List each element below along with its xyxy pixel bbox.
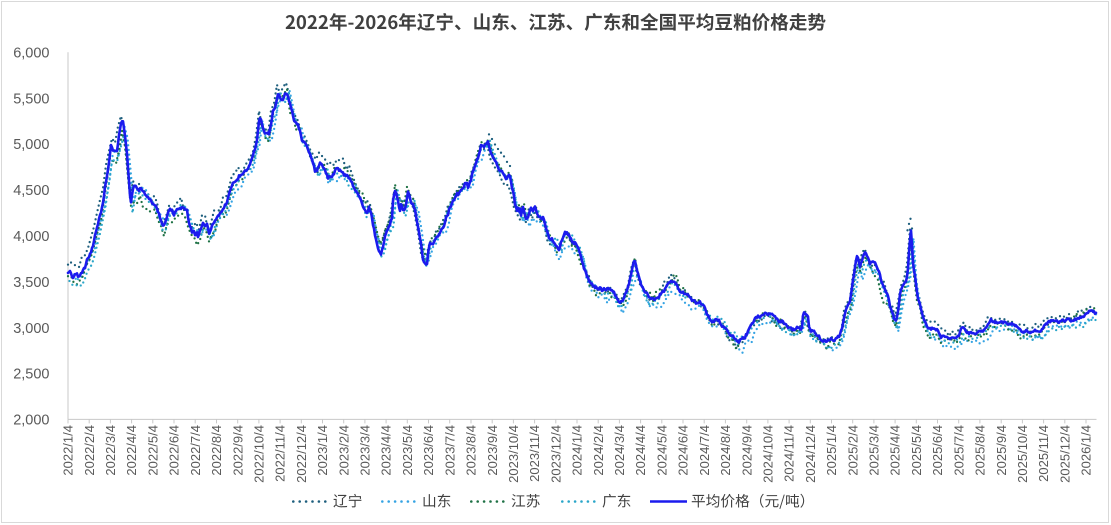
svg-text:2024/7/4: 2024/7/4 bbox=[697, 425, 712, 476]
svg-text:3,500: 3,500 bbox=[13, 275, 49, 291]
svg-text:2023/12/4: 2023/12/4 bbox=[548, 425, 563, 483]
svg-text:2022/4/4: 2022/4/4 bbox=[124, 425, 139, 476]
svg-text:2023/3/4: 2023/3/4 bbox=[358, 425, 373, 476]
svg-text:2024/9/4: 2024/9/4 bbox=[739, 425, 754, 476]
svg-text:3,000: 3,000 bbox=[13, 321, 49, 337]
svg-text:2023/2/4: 2023/2/4 bbox=[336, 425, 351, 476]
svg-text:2025/7/4: 2025/7/4 bbox=[951, 425, 966, 476]
svg-text:2024/11/4: 2024/11/4 bbox=[782, 425, 797, 482]
svg-text:2026/1/4: 2026/1/4 bbox=[1079, 425, 1094, 476]
svg-text:2024/1/4: 2024/1/4 bbox=[570, 425, 585, 476]
svg-text:2024/5/4: 2024/5/4 bbox=[654, 425, 669, 476]
svg-text:2022/1/4: 2022/1/4 bbox=[61, 425, 76, 476]
svg-text:4,000: 4,000 bbox=[13, 229, 49, 245]
svg-text:2025/8/4: 2025/8/4 bbox=[973, 425, 988, 476]
svg-text:2024/8/4: 2024/8/4 bbox=[718, 425, 733, 476]
svg-text:4,500: 4,500 bbox=[13, 183, 49, 199]
svg-text:2025/10/4: 2025/10/4 bbox=[1015, 425, 1030, 483]
svg-text:2,500: 2,500 bbox=[13, 367, 49, 383]
svg-text:2023/10/4: 2023/10/4 bbox=[506, 425, 521, 483]
svg-text:2022/5/4: 2022/5/4 bbox=[145, 425, 160, 476]
svg-text:2025/9/4: 2025/9/4 bbox=[994, 425, 1009, 476]
svg-text:2025/1/4: 2025/1/4 bbox=[824, 425, 839, 476]
svg-text:2024/3/4: 2024/3/4 bbox=[612, 425, 627, 476]
svg-text:2022/9/4: 2022/9/4 bbox=[230, 425, 245, 476]
svg-text:2025/3/4: 2025/3/4 bbox=[867, 425, 882, 476]
svg-text:2024/6/4: 2024/6/4 bbox=[676, 425, 691, 476]
svg-text:2023/4/4: 2023/4/4 bbox=[379, 425, 394, 476]
svg-text:2022/10/4: 2022/10/4 bbox=[251, 425, 266, 483]
svg-text:2022/7/4: 2022/7/4 bbox=[188, 425, 203, 476]
svg-text:2025/5/4: 2025/5/4 bbox=[909, 425, 924, 476]
svg-text:6,000: 6,000 bbox=[13, 45, 49, 61]
svg-text:2025/2/4: 2025/2/4 bbox=[845, 425, 860, 476]
svg-text:2023/5/4: 2023/5/4 bbox=[400, 425, 415, 476]
svg-text:2,000: 2,000 bbox=[13, 413, 49, 429]
svg-text:2023/8/4: 2023/8/4 bbox=[464, 425, 479, 476]
svg-text:2023/1/4: 2023/1/4 bbox=[315, 425, 330, 476]
svg-text:2022/12/4: 2022/12/4 bbox=[294, 425, 309, 483]
svg-text:5,500: 5,500 bbox=[13, 91, 49, 107]
svg-text:2025/4/4: 2025/4/4 bbox=[888, 425, 903, 476]
svg-text:2025/6/4: 2025/6/4 bbox=[930, 425, 945, 476]
svg-text:2022/11/4: 2022/11/4 bbox=[273, 425, 288, 482]
svg-text:2023/11/4: 2023/11/4 bbox=[527, 425, 542, 482]
svg-text:5,000: 5,000 bbox=[13, 137, 49, 153]
svg-text:2022/3/4: 2022/3/4 bbox=[103, 425, 118, 476]
svg-text:2023/7/4: 2023/7/4 bbox=[442, 425, 457, 476]
svg-text:2025/11/4: 2025/11/4 bbox=[1036, 425, 1051, 482]
svg-text:2022/2/4: 2022/2/4 bbox=[82, 425, 97, 476]
svg-text:2022/8/4: 2022/8/4 bbox=[209, 425, 224, 476]
svg-text:2024/4/4: 2024/4/4 bbox=[633, 425, 648, 476]
svg-text:2024/2/4: 2024/2/4 bbox=[591, 425, 606, 476]
svg-text:2025/12/4: 2025/12/4 bbox=[1057, 425, 1072, 483]
svg-text:2023/9/4: 2023/9/4 bbox=[485, 425, 500, 476]
svg-text:2023/6/4: 2023/6/4 bbox=[421, 425, 436, 476]
svg-text:2022/6/4: 2022/6/4 bbox=[167, 425, 182, 476]
svg-text:2024/12/4: 2024/12/4 bbox=[803, 425, 818, 483]
svg-text:2024/10/4: 2024/10/4 bbox=[760, 425, 775, 483]
